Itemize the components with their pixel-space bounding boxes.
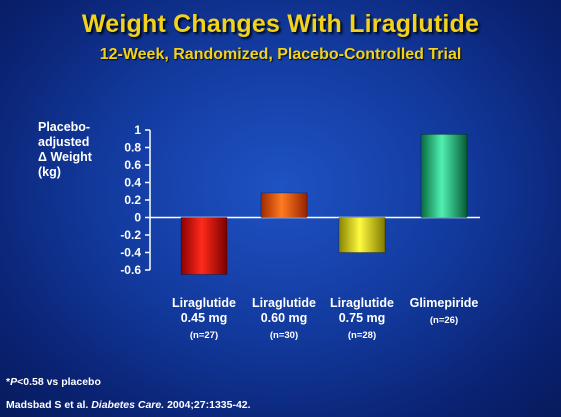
category-label: Liraglutide 0.75 mg (n=28): [317, 296, 407, 343]
footnote-p: P: [10, 376, 18, 388]
category-name: Liraglutide: [330, 296, 394, 310]
category-n: (n=28): [347, 330, 377, 341]
citation-ref: 2004;27:1335-42.: [167, 399, 251, 411]
y-tick-label: -0.6: [120, 263, 141, 277]
footnote-asterisk: *: [6, 376, 11, 388]
category-dose: 0.75 mg: [338, 311, 386, 325]
y-tick-label: 0.4: [124, 176, 141, 190]
citation-journal: Diabetes Care.: [91, 399, 165, 411]
category-dose: 0.45 mg: [180, 311, 228, 325]
bar: [420, 133, 468, 218]
slide-title: Weight Changes With Liraglutide: [81, 10, 480, 38]
y-axis-label-line: (kg): [38, 165, 61, 179]
category-name: Glimepiride: [409, 296, 479, 310]
category-n: (n=30): [269, 330, 299, 341]
bar: [260, 192, 308, 218]
citation: Madsbad S et al. Diabetes Care. 2004;27:…: [6, 399, 251, 411]
y-axis-label: Placebo- adjusted Δ Weight (kg): [38, 120, 118, 180]
category-name: Liraglutide: [172, 296, 236, 310]
y-axis-label-line: Placebo-: [38, 120, 91, 134]
y-tick-label: 0.8: [124, 141, 141, 155]
category-name: Liraglutide: [252, 296, 316, 310]
category-n: (n=26): [429, 315, 459, 326]
y-tick-label: -0.4: [120, 246, 141, 260]
y-tick-label: 0: [134, 211, 141, 225]
y-tick-label: 1: [134, 123, 141, 137]
category-label: Glimepiride (n=26): [399, 296, 489, 328]
y-tick-label: 0.6: [124, 158, 141, 172]
bar: [180, 217, 228, 275]
citation-authors: Madsbad S et al.: [6, 399, 89, 411]
y-axis-label-line: adjusted: [38, 135, 90, 149]
category-dose: 0.60 mg: [260, 311, 308, 325]
slide-subtitle: 12-Week, Randomized, Placebo-Controlled …: [99, 46, 462, 63]
bar: [338, 217, 386, 253]
footnote: *P<0.58 vs placebo: [6, 376, 101, 388]
footnote-text: <0.58 vs placebo: [17, 376, 101, 388]
y-axis-label-line: Δ Weight: [38, 150, 92, 164]
category-n: (n=27): [189, 330, 219, 341]
y-tick-label: -0.2: [120, 228, 141, 242]
category-label: Liraglutide 0.60 mg (n=30): [239, 296, 329, 343]
category-label: Liraglutide 0.45 mg (n=27): [159, 296, 249, 343]
y-tick-label: 0.2: [124, 193, 141, 207]
